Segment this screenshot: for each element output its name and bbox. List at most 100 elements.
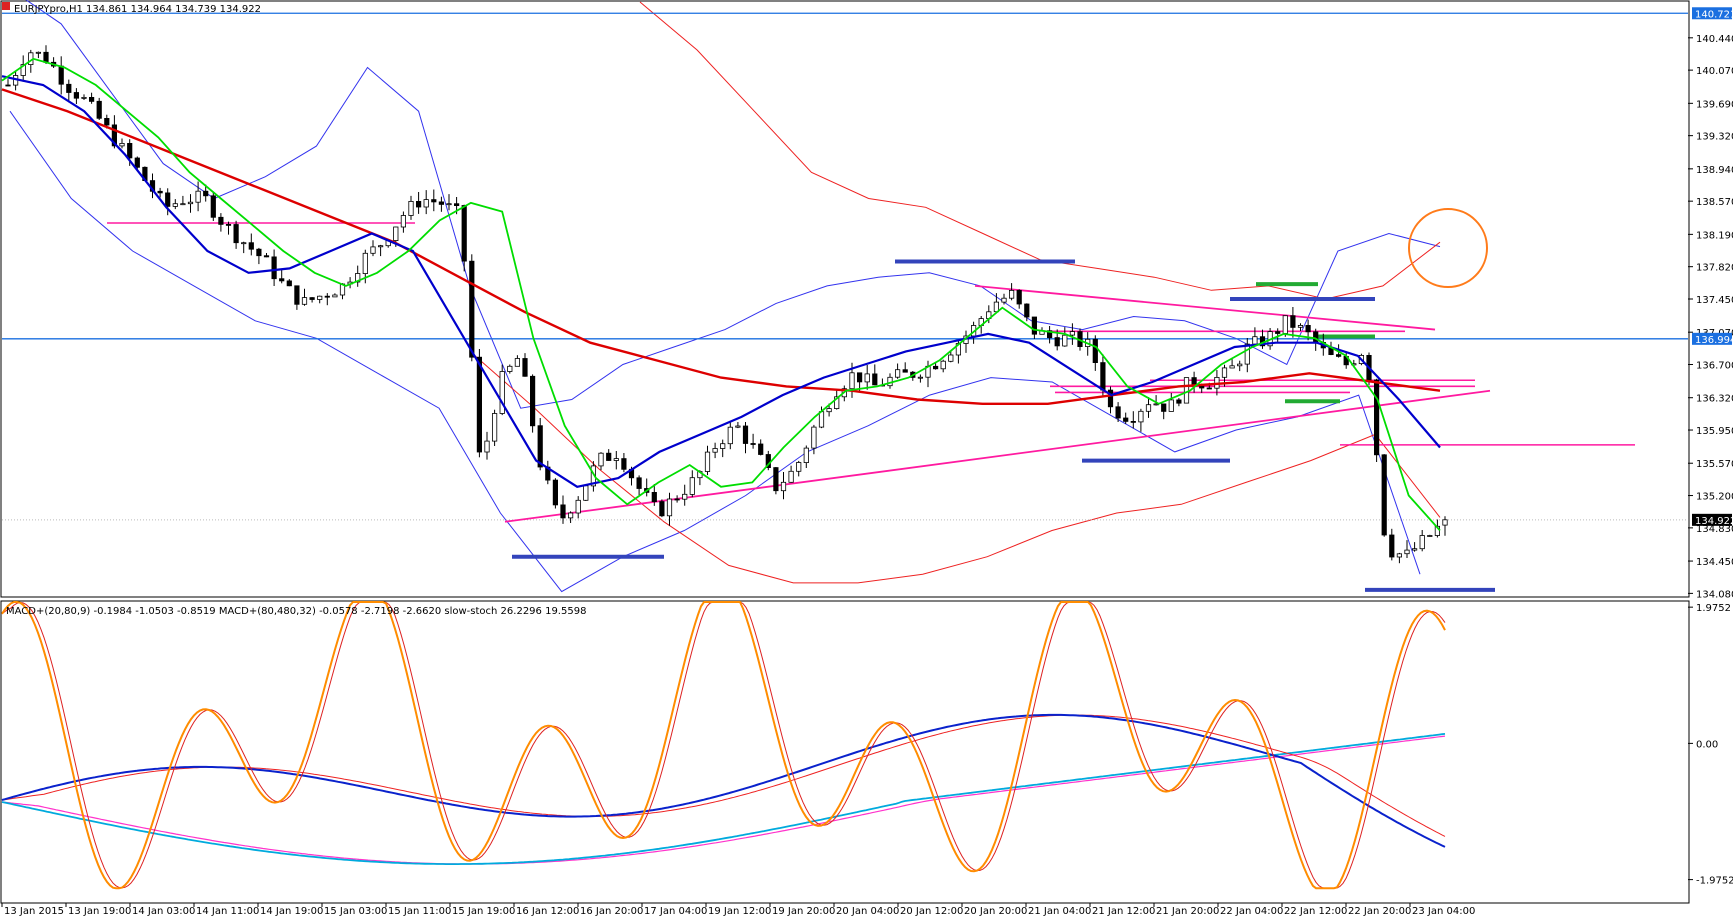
candle-bear: [134, 157, 140, 168]
candle-bull: [1138, 410, 1144, 423]
candle-bull: [301, 297, 308, 305]
candle-bear: [476, 356, 483, 453]
bollinger-lower-line: [9, 110, 1421, 593]
candle-bull: [727, 426, 733, 445]
price-tick-label: 134.450: [1696, 557, 1733, 568]
candle-bull: [119, 142, 125, 147]
candle-bear: [1336, 354, 1342, 357]
candle-bull: [1412, 548, 1418, 551]
price-tick-label: 137.820: [1696, 263, 1733, 274]
candle-bull: [1252, 336, 1258, 345]
price-title: EURJPYpro,H1 134.861 134.964 134.739 134…: [14, 4, 261, 15]
candle-bear: [73, 92, 79, 99]
candle-bull: [1009, 289, 1015, 299]
indicator-axis: 1.9752 0.00 -1.9752: [1688, 603, 1733, 887]
price-tick-label: 136.700: [1696, 361, 1733, 372]
candle-bear: [872, 373, 878, 386]
time-tick-label: 16 Jan 12:00: [516, 906, 579, 917]
candle-bear: [742, 425, 749, 444]
time-tick-label: 13 Jan 2015: [4, 906, 64, 917]
candle-bull: [1419, 535, 1425, 550]
candle-bull: [1168, 399, 1174, 412]
candle-bear: [857, 372, 863, 383]
candle-bear: [1305, 324, 1311, 333]
candle-bull: [811, 426, 817, 449]
time-tick-label: 21 Jan 20:00: [1156, 906, 1219, 917]
time-tick-label: 20 Jan 20:00: [964, 906, 1027, 917]
candle-bull: [484, 440, 490, 453]
candle-bear: [1016, 289, 1022, 305]
candle-bull: [377, 245, 384, 248]
candle-bear: [1313, 331, 1319, 343]
candle-bull: [666, 498, 673, 517]
time-tick-label: 13 Jan 19:00: [68, 906, 131, 917]
ma-mid-line: [1, 75, 1441, 488]
candle-bull: [1001, 297, 1007, 303]
candle-bear: [1381, 454, 1387, 536]
candle-bull: [81, 97, 87, 99]
time-axis: 13 Jan 2015 13 Jan 19:00 14 Jan 03:00 14 Ja…: [1, 903, 1475, 917]
candle-bull: [180, 203, 186, 206]
candle-bull: [408, 200, 414, 216]
candle-bull: [1404, 549, 1410, 555]
time-tick-label: 22 Jan 04:00: [1220, 906, 1283, 917]
candle-bear: [453, 203, 460, 206]
candle-bull: [1427, 535, 1433, 537]
candle-bull: [1145, 404, 1152, 412]
candle-bear: [309, 297, 315, 300]
candle-bull: [1244, 343, 1250, 365]
candle-bear: [294, 285, 300, 305]
candle-bear: [263, 255, 270, 258]
candle-bull: [689, 477, 695, 495]
candle-bear: [225, 223, 232, 226]
price-axis: 140.440 140.070 139.690 139.320 138.940 138.5…: [1688, 7, 1733, 600]
candle-bull: [1396, 553, 1402, 558]
candle-bear: [248, 242, 254, 250]
target-circle: [1408, 208, 1488, 288]
candle-bear: [1047, 330, 1053, 339]
candle-bull: [826, 408, 832, 413]
time-tick-label: 15 Jan 11:00: [388, 906, 451, 917]
candle-bull: [780, 481, 787, 492]
candle-bear: [43, 51, 49, 63]
candle-bear: [522, 358, 528, 377]
candle-bull: [613, 458, 619, 461]
candle-bear: [606, 452, 612, 461]
price-tag-box: [1692, 332, 1732, 345]
candle-bull: [172, 203, 178, 207]
candle-bear: [5, 84, 11, 87]
candle-bull: [834, 396, 840, 409]
price-tick-label: 136.320: [1696, 394, 1733, 405]
candle-bull: [849, 372, 855, 390]
falling-trendline: [974, 285, 1436, 331]
candle-bull: [317, 295, 323, 300]
candle-bull: [1442, 519, 1448, 526]
candle-bull: [507, 365, 513, 372]
time-tick-label: 15 Jan 19:00: [452, 906, 515, 917]
time-tick-label: 16 Jan 20:00: [580, 906, 643, 917]
candle-bull: [575, 499, 581, 514]
candle-bull: [803, 447, 809, 464]
candle-bull: [195, 190, 201, 203]
indicator-tick-label: 1.9752: [1696, 603, 1731, 614]
price-tag-box: [1692, 7, 1732, 20]
candle-bull: [20, 64, 26, 76]
candle-bull: [864, 373, 870, 383]
candle-bear: [674, 498, 680, 501]
candle-bear: [1031, 316, 1037, 335]
candle-bear: [58, 65, 64, 85]
candle-bear: [127, 142, 133, 159]
candle-bull: [1062, 334, 1068, 347]
candle-bear: [1161, 403, 1167, 412]
candle-bull: [400, 215, 407, 228]
candle-bear: [165, 192, 171, 207]
candle-bull: [568, 512, 574, 519]
time-tick-label: 19 Jan 12:00: [708, 906, 771, 917]
candle-bull: [598, 452, 604, 467]
candle-bull: [241, 242, 247, 245]
candle-bear: [324, 295, 330, 298]
candle-bull: [491, 413, 498, 442]
candle-bear: [203, 190, 209, 197]
time-tick-label: 20 Jan 12:00: [900, 906, 963, 917]
